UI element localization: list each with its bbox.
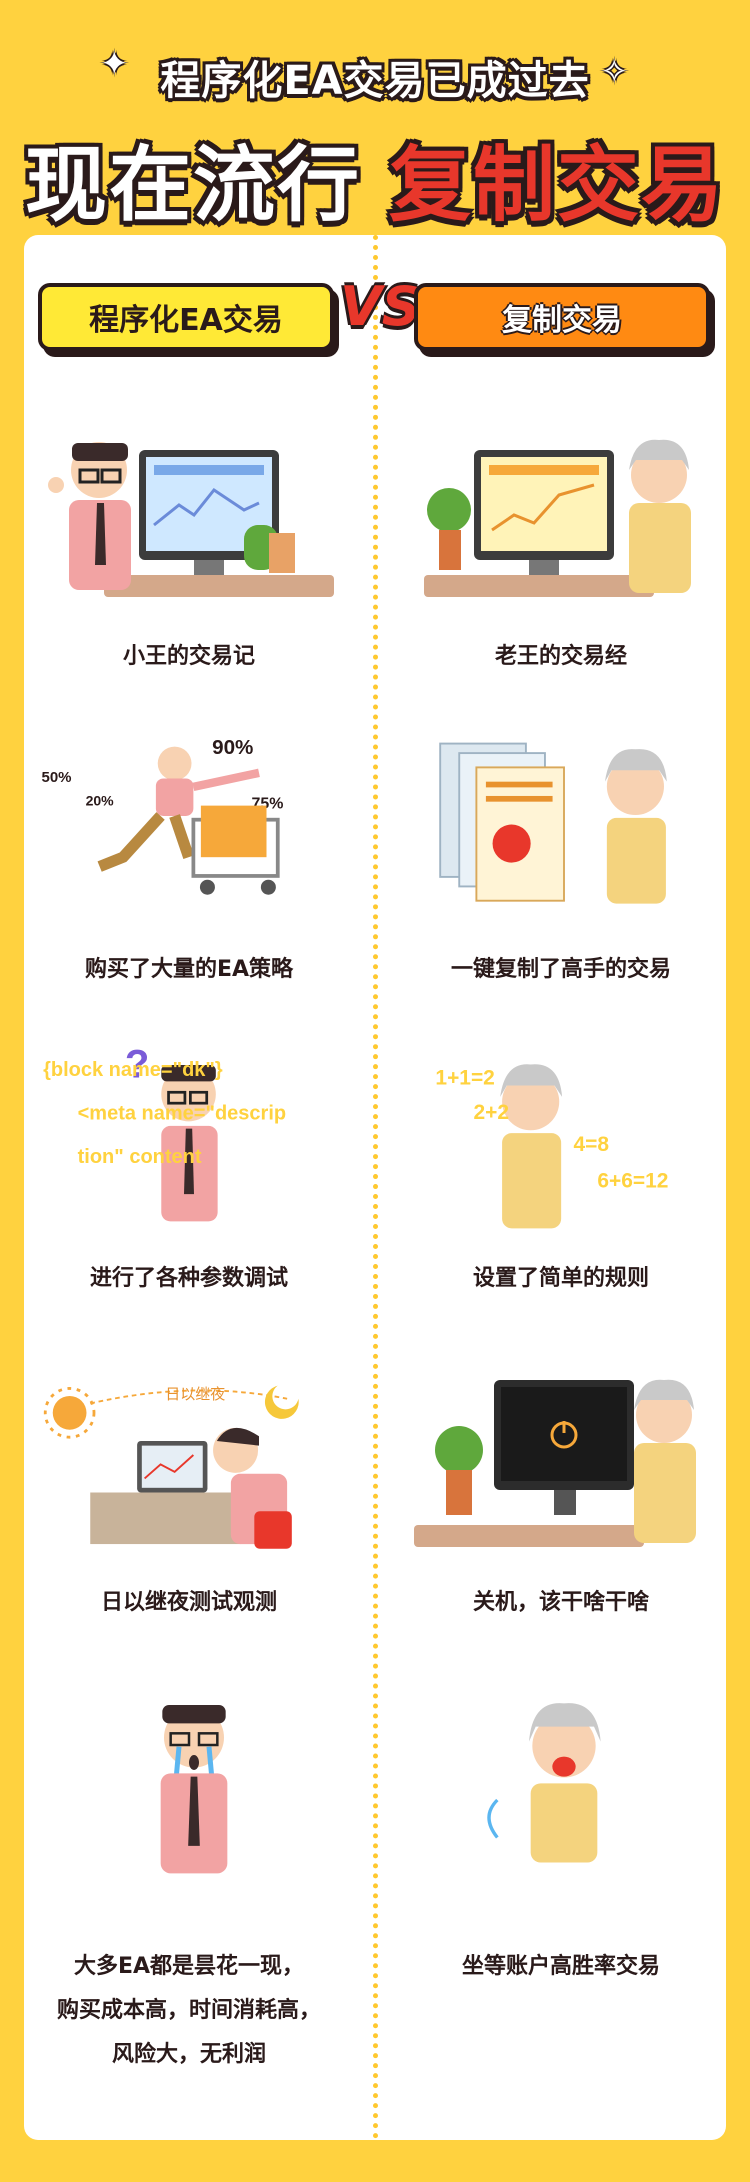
page-title: 现在流行 复制交易 xyxy=(0,118,750,237)
man-crying-illustration xyxy=(160,1705,228,1874)
comparison-card: 程序化EA交易 VS 复制交易 小王的交易记 老王的交易经 50% xyxy=(24,235,726,2140)
caption-line: 购买成本高，时间消耗高， xyxy=(56,1998,321,2023)
right-caption-5: 坐等账户高胜率交易 xyxy=(461,1954,660,1979)
math-line: 1+1=2 xyxy=(435,1067,494,1090)
caption-line: 风险大，无利润 xyxy=(111,2042,266,2067)
pct-label: 50% xyxy=(42,769,72,786)
old-man-with-math-illustration: 1+1=2 2+2 4=8 6+6=12 xyxy=(435,1064,668,1229)
svg-text:?: ? xyxy=(125,1043,149,1087)
old-man-with-documents-illustration xyxy=(439,742,667,904)
arc-label: 日以继夜 xyxy=(165,1386,225,1403)
header: ✦ 程序化EA交易已成过去 ✧ 现在流行 复制交易 xyxy=(0,0,750,233)
man-thinking-illustration: ? {block name="dk"} <meta name="descrip … xyxy=(43,1043,286,1222)
caption-line: 大多EA都是昙花一现， xyxy=(73,1954,305,1979)
young-man-at-computer-illustration xyxy=(48,442,334,597)
math-line: 2+2 xyxy=(474,1101,510,1124)
left-column-header: 程序化EA交易 xyxy=(38,283,334,351)
right-caption-4: 关机，该干啥干啥 xyxy=(472,1590,649,1615)
old-man-laughing-illustration xyxy=(487,1703,601,1863)
code-line: <meta name="descrip xyxy=(78,1103,286,1125)
right-caption-3: 设置了简单的规则 xyxy=(472,1266,649,1291)
man-with-shopping-cart-illustration: 50% 20% 90% 75% xyxy=(42,736,283,895)
sparkle-icon: ✧ xyxy=(600,52,629,92)
math-line: 4=8 xyxy=(574,1133,610,1156)
pct-label: 90% xyxy=(212,736,253,759)
title-red: 复制交易 xyxy=(389,138,726,233)
left-caption-5: 大多EA都是昙花一现， 购买成本高，时间消耗高， 风险大，无利润 xyxy=(24,1945,354,2077)
left-caption-2: 购买了大量的EA策略 xyxy=(84,957,294,982)
left-caption-4: 日以继夜测试观测 xyxy=(100,1590,277,1615)
math-line: 6+6=12 xyxy=(597,1169,668,1192)
right-caption-1: 老王的交易经 xyxy=(494,644,627,669)
man-working-overnight-illustration: 日以继夜 xyxy=(43,1385,299,1549)
center-divider xyxy=(373,235,378,2140)
old-man-turned-off-computer-illustration xyxy=(414,1379,696,1547)
right-column-header: 复制交易 xyxy=(414,283,710,351)
vs-badge: VS xyxy=(340,275,421,338)
code-line: {block name="dk"} xyxy=(43,1059,223,1081)
left-caption-1: 小王的交易记 xyxy=(122,644,255,669)
right-caption-2: 一键复制了高手的交易 xyxy=(450,957,671,982)
pct-label: 20% xyxy=(86,793,115,809)
left-caption-3: 进行了各种参数调试 xyxy=(89,1266,288,1291)
sparkle-icon: ✦ xyxy=(100,44,129,84)
subtitle: 程序化EA交易已成过去 xyxy=(160,58,590,104)
code-line: tion" content xyxy=(78,1146,202,1168)
old-man-at-computer-illustration xyxy=(424,439,691,597)
title-white: 现在流行 xyxy=(24,138,361,233)
